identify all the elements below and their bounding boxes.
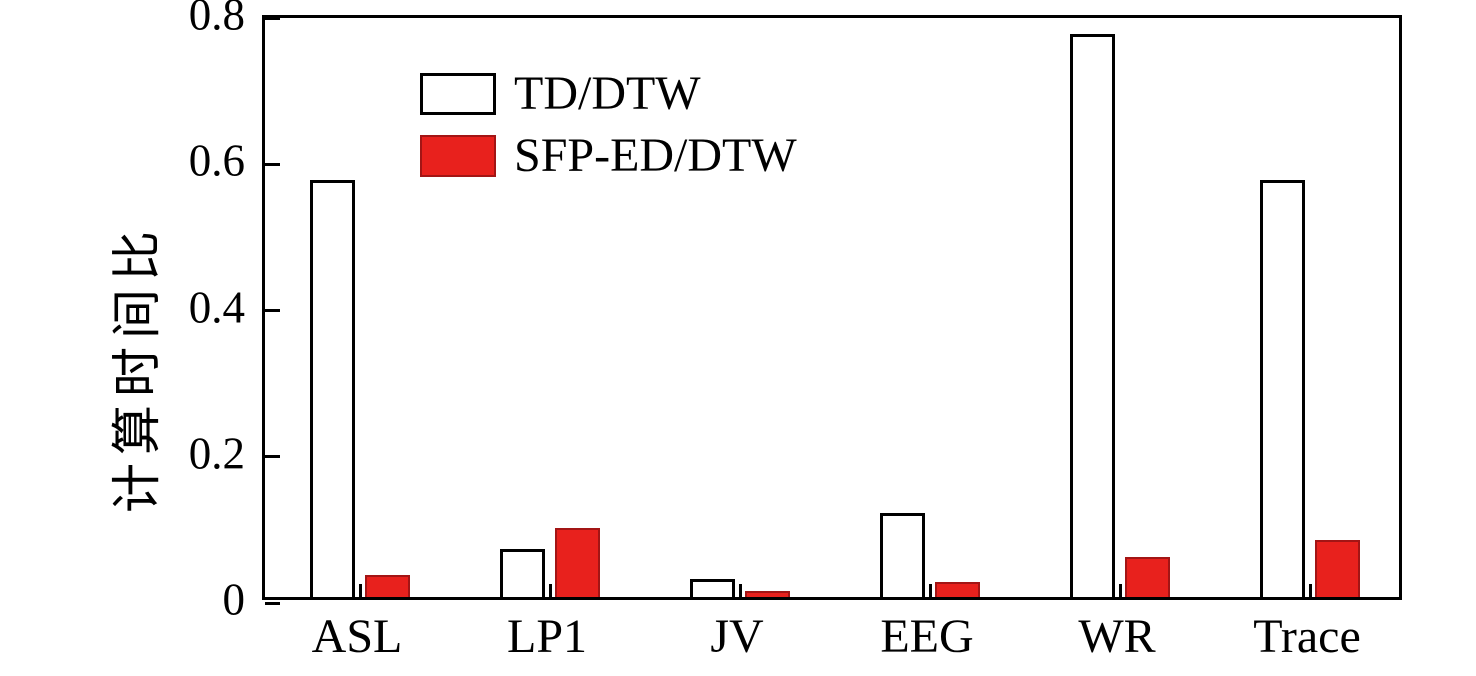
bar-sfp-ed-dtw-lp1	[555, 528, 600, 597]
x-axis-tick	[1118, 584, 1122, 597]
bar-sfp-ed-dtw-trace	[1315, 540, 1360, 597]
y-axis-tick-label: 0.4	[188, 282, 245, 332]
legend: TD/DTW SFP-ED/DTW	[420, 70, 797, 180]
x-axis-tick	[1308, 584, 1312, 597]
y-axis-tick	[265, 601, 280, 605]
legend-swatch-td-dtw	[420, 73, 496, 115]
bar-td-dtw-eeg	[880, 513, 925, 597]
y-axis-tick	[265, 16, 280, 20]
x-axis-tick	[738, 584, 742, 597]
x-axis-label-asl: ASL	[311, 610, 403, 663]
x-axis-label-jv: JV	[710, 610, 764, 663]
bar-td-dtw-lp1	[500, 549, 545, 597]
bar-td-dtw-wr	[1070, 34, 1115, 597]
x-axis-label-lp1: LP1	[506, 610, 588, 663]
bar-sfp-ed-dtw-asl	[365, 575, 410, 597]
bar-sfp-ed-dtw-jv	[745, 591, 790, 597]
y-axis-tick	[265, 162, 280, 166]
x-axis-label-trace: Trace	[1253, 610, 1361, 663]
x-axis-tick	[358, 584, 362, 597]
legend-swatch-sfp-ed-dtw	[420, 135, 496, 177]
x-axis-tick	[548, 584, 552, 597]
x-axis-label-eeg: EEG	[880, 610, 974, 663]
legend-item-sfp-ed-dtw: SFP-ED/DTW	[420, 132, 797, 180]
y-axis-tick-label: 0.2	[188, 428, 245, 479]
y-axis-tick-label: 0	[222, 574, 246, 625]
bar-td-dtw-jv	[690, 579, 735, 597]
x-axis-tick	[928, 584, 932, 597]
y-axis-tick	[265, 455, 280, 459]
legend-label-td-dtw: TD/DTW	[514, 67, 701, 120]
y-axis-tick-label: 0.6	[188, 135, 245, 186]
legend-item-td-dtw: TD/DTW	[420, 70, 797, 118]
bar-td-dtw-trace	[1260, 180, 1305, 597]
plot-area: TD/DTW SFP-ED/DTW	[262, 15, 1402, 605]
x-axis-label-wr: WR	[1078, 610, 1156, 663]
y-axis-tick	[265, 309, 280, 312]
legend-label-sfp-ed-dtw: SFP-ED/DTW	[514, 129, 797, 182]
bar-sfp-ed-dtw-wr	[1125, 557, 1170, 597]
y-axis-tick-label: 0.8	[188, 0, 245, 40]
bar-sfp-ed-dtw-eeg	[935, 582, 980, 597]
bar-td-dtw-asl	[310, 180, 355, 597]
